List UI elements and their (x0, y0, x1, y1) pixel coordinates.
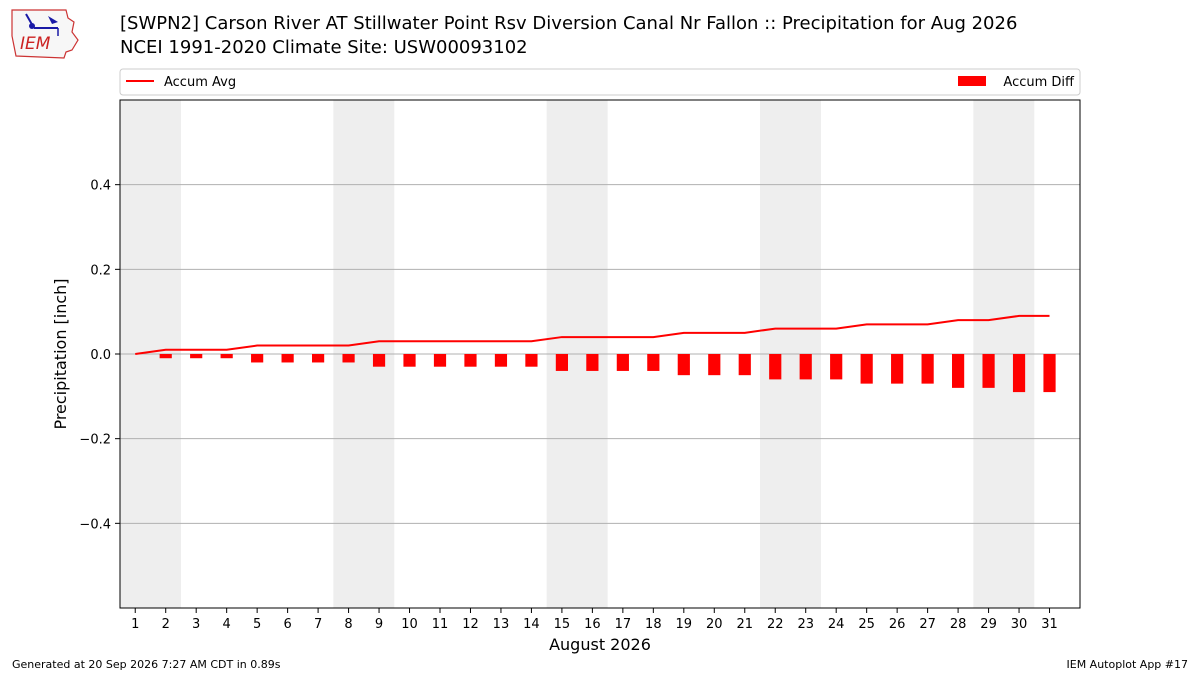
x-tick-label: 24 (828, 617, 845, 632)
accum-diff-bar (159, 354, 172, 359)
accum-diff-bar (251, 354, 264, 363)
x-tick-label: 23 (797, 617, 814, 632)
x-tick-label: 25 (858, 617, 875, 632)
logo-text: IEM (20, 34, 51, 54)
accum-diff-bar (586, 354, 599, 371)
x-tick-label: 17 (615, 617, 632, 632)
x-tick-label: 28 (950, 617, 967, 632)
accum-diff-bar (190, 354, 203, 359)
x-tick-label: 13 (493, 617, 510, 632)
accum-diff-bar (982, 354, 995, 388)
accum-diff-bar (708, 354, 721, 376)
x-tick-label: 20 (706, 617, 723, 632)
x-tick-label: 1 (131, 617, 139, 632)
accum-diff-bar (525, 354, 538, 367)
iem-logo: IEM (11, 9, 79, 59)
weekend-shade (546, 100, 608, 608)
legend-box (119, 68, 1081, 96)
accum-diff-bar (555, 354, 568, 371)
chart-subtitle: NCEI 1991-2020 Climate Site: USW00093102 (120, 37, 528, 58)
accum-diff-bar (494, 354, 508, 367)
accum-diff-bar (677, 354, 690, 376)
accum-diff-bar (647, 354, 660, 371)
legend-swatch-bar (958, 76, 986, 86)
x-tick-label: 15 (554, 617, 571, 632)
accum-diff-bar (1012, 354, 1026, 393)
x-tick-label: 27 (919, 617, 936, 632)
weekend-shade (973, 100, 1035, 608)
x-tick-label: 31 (1041, 617, 1058, 632)
y-tick-label: 0.2 (90, 263, 111, 278)
accum-diff-bar (464, 354, 477, 367)
accum-diff-bar (738, 354, 751, 376)
plot-frame (119, 99, 1081, 609)
accum-diff-bar (921, 354, 934, 384)
x-tick-label: 26 (889, 617, 906, 632)
x-tick-label: 22 (767, 617, 784, 632)
chart-title: [SWPN2] Carson River AT Stillwater Point… (120, 13, 1018, 34)
x-tick-label: 5 (253, 617, 261, 632)
accum-diff-bar (312, 354, 325, 363)
accum-diff-bar (433, 354, 447, 367)
x-tick-label: 9 (375, 617, 383, 632)
weekend-shade (120, 100, 181, 608)
x-axis-label: August 2026 (549, 635, 651, 654)
legend-label-line: Accum Avg (164, 75, 236, 90)
accum-diff-bar (952, 354, 965, 388)
x-tick-label: 6 (283, 617, 291, 632)
accum-diff-bar (799, 354, 812, 380)
x-tick-label: 29 (980, 617, 997, 632)
accum-diff-bar (860, 354, 873, 384)
x-tick-label: 2 (162, 617, 170, 632)
accum-diff-bar (372, 354, 386, 367)
x-tick-label: 30 (1011, 617, 1028, 632)
accum-diff-bar (1043, 354, 1056, 393)
weekend-shade (333, 100, 395, 608)
x-tick-label: 10 (401, 617, 418, 632)
y-tick-label: 0.0 (90, 348, 111, 363)
x-tick-label: 7 (314, 617, 322, 632)
y-tick-label: −0.4 (79, 517, 111, 532)
accum-diff-bar (403, 354, 416, 367)
accum-diff-bar (616, 354, 629, 371)
x-tick-label: 11 (432, 617, 449, 632)
y-tick-label: 0.4 (90, 179, 111, 194)
x-tick-label: 4 (223, 617, 231, 632)
x-tick-label: 21 (736, 617, 753, 632)
legend-label-bar: Accum Diff (1003, 75, 1075, 90)
x-tick-label: 12 (462, 617, 479, 632)
accum-diff-bar (769, 354, 782, 380)
x-tick-label: 16 (584, 617, 601, 632)
y-tick-label: −0.2 (79, 433, 111, 448)
x-tick-label: 8 (344, 617, 352, 632)
x-tick-label: 14 (523, 617, 540, 632)
accum-diff-bar (891, 354, 904, 384)
y-axis-label: Precipitation [inch] (51, 278, 70, 429)
accum-diff-bar (830, 354, 843, 380)
x-tick-label: 19 (676, 617, 693, 632)
accum-diff-bar (281, 354, 294, 363)
x-tick-label: 18 (645, 617, 662, 632)
accum-avg-line (135, 314, 1050, 355)
weekend-shade (760, 100, 821, 608)
accum-diff-bar (342, 354, 355, 363)
footer-app: IEM Autoplot App #17 (1066, 658, 1189, 671)
accum-diff-bar (220, 354, 233, 359)
footer-generated: Generated at 20 Sep 2026 7:27 AM CDT in … (12, 658, 281, 671)
x-tick-label: 3 (192, 617, 200, 632)
